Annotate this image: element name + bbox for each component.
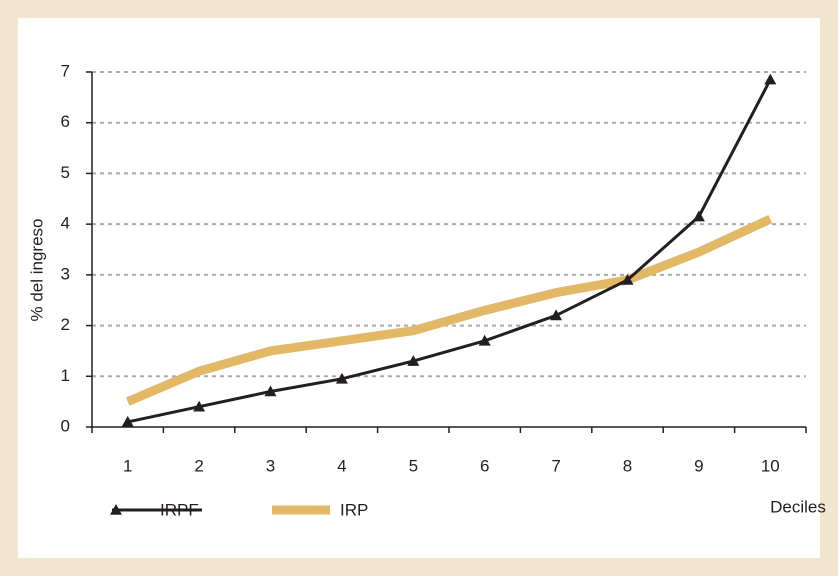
x-tick-label: 5 [409, 456, 418, 475]
x-axis-label: Deciles [770, 497, 826, 516]
panel [18, 18, 820, 558]
marker [478, 334, 491, 346]
series-line [125, 214, 773, 406]
x-tick-label: 4 [337, 456, 346, 475]
y-tick-label: 5 [61, 163, 70, 182]
x-tick-label: 9 [694, 456, 703, 475]
marker [121, 415, 134, 427]
y-axis-label: % del ingreso [27, 218, 46, 321]
y-tick-label: 3 [61, 264, 70, 283]
marker [407, 355, 420, 366]
marker [193, 400, 206, 412]
y-tick-label: 6 [61, 112, 70, 131]
x-tick-label: 10 [761, 456, 780, 475]
x-tick-label: 6 [480, 456, 489, 475]
legend-label: IRPF [160, 500, 199, 519]
x-tick-label: 2 [194, 456, 203, 475]
legend-marker [110, 504, 122, 515]
series-line [127, 78, 772, 424]
x-tick-label: 8 [623, 456, 632, 475]
marker [264, 385, 277, 397]
marker [692, 210, 705, 222]
marker [550, 309, 563, 321]
y-tick-label: 0 [61, 416, 70, 435]
marker [335, 372, 348, 384]
legend-label: IRP [340, 500, 368, 519]
y-tick-label: 7 [61, 61, 70, 80]
y-tick-label: 2 [61, 315, 70, 334]
y-tick-label: 1 [61, 366, 70, 385]
x-tick-label: 3 [266, 456, 275, 475]
x-tick-label: 7 [551, 456, 560, 475]
marker [764, 73, 777, 85]
y-tick-label: 4 [61, 214, 70, 233]
marker [621, 273, 634, 285]
x-tick-label: 1 [123, 456, 132, 475]
